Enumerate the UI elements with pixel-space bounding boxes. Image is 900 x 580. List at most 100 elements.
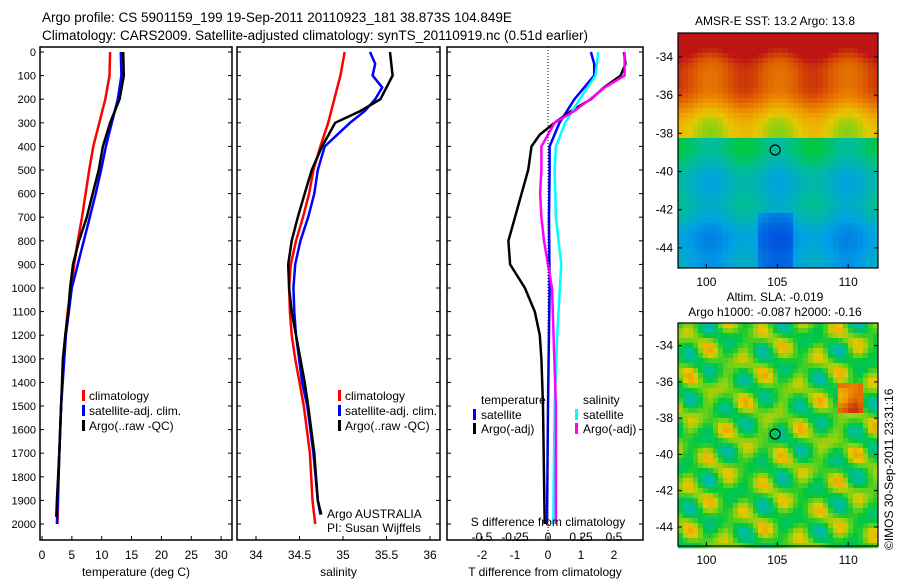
map-cell xyxy=(783,203,789,209)
map-cell xyxy=(753,428,759,434)
legend-swatch xyxy=(82,390,85,401)
map-cell xyxy=(828,388,834,394)
map-cell xyxy=(768,338,774,344)
map-cell xyxy=(798,333,804,339)
map-cell xyxy=(688,243,694,249)
map-cell xyxy=(843,168,849,174)
map-cell xyxy=(803,223,809,229)
map-cell xyxy=(768,453,774,459)
map-cell xyxy=(783,233,789,239)
map-cell xyxy=(773,168,779,174)
map-cell xyxy=(823,523,829,529)
map-cell xyxy=(843,73,849,79)
map-cell xyxy=(868,323,874,329)
map-cell xyxy=(703,138,709,144)
map-cell xyxy=(683,453,689,459)
map-cell xyxy=(783,518,789,524)
map-cell xyxy=(813,63,819,69)
map-cell xyxy=(708,373,714,379)
map-cell xyxy=(683,438,689,444)
map-cell xyxy=(718,353,724,359)
map-cell xyxy=(683,538,689,544)
map-cell xyxy=(858,103,864,109)
map-cell xyxy=(778,373,784,379)
map-cell xyxy=(833,338,839,344)
map-cell xyxy=(853,433,859,439)
map-cell xyxy=(818,398,824,404)
map-cell xyxy=(698,173,704,179)
map-cell xyxy=(723,473,729,479)
map-cell xyxy=(758,478,764,484)
map-cell xyxy=(703,248,709,254)
map-cell xyxy=(698,413,704,419)
map-cell xyxy=(853,403,859,409)
map-cell xyxy=(813,348,819,354)
map-cell xyxy=(773,368,779,374)
map-cell xyxy=(778,163,784,169)
map-cell xyxy=(688,343,694,349)
map-cell xyxy=(723,493,729,499)
map-cell xyxy=(753,208,759,214)
map-cell xyxy=(853,453,859,459)
map-cell xyxy=(838,78,844,84)
map-cell xyxy=(843,528,849,534)
map-cell xyxy=(868,143,874,149)
map-cell xyxy=(693,188,699,194)
map-cell xyxy=(808,158,814,164)
map-cell xyxy=(838,403,844,409)
map-cell xyxy=(793,368,799,374)
x-tick-label: 25 xyxy=(185,548,199,562)
map-cell xyxy=(798,508,804,514)
map-y-tick-label: -36 xyxy=(656,375,674,389)
map-cell xyxy=(778,458,784,464)
map-cell xyxy=(738,203,744,209)
map-cell xyxy=(853,193,859,199)
map-cell xyxy=(728,163,734,169)
map-cell xyxy=(863,128,869,134)
map-cell xyxy=(723,68,729,74)
map-cell xyxy=(823,108,829,114)
map-cell xyxy=(683,223,689,229)
map-cell xyxy=(763,263,769,269)
map-cell xyxy=(698,438,704,444)
map-cell xyxy=(743,168,749,174)
map-cell xyxy=(738,248,744,254)
legend-label: climatology xyxy=(345,389,405,403)
map-cell xyxy=(838,348,844,354)
map-cell xyxy=(838,233,844,239)
map-cell xyxy=(768,518,774,524)
map-cell xyxy=(808,368,814,374)
top-x-axis-label: S difference from climatology xyxy=(471,515,626,529)
map-cell xyxy=(728,223,734,229)
map-cell xyxy=(833,148,839,154)
map-cell xyxy=(853,473,859,479)
map-cell xyxy=(693,48,699,54)
map-cell xyxy=(828,178,834,184)
map-cell xyxy=(788,183,794,189)
map-cell xyxy=(813,483,819,489)
map-cell xyxy=(683,168,689,174)
map-cell xyxy=(763,38,769,44)
map-cell xyxy=(823,378,829,384)
map-cell xyxy=(688,393,694,399)
map-cell xyxy=(788,108,794,114)
map-cell xyxy=(823,368,829,374)
map-cell xyxy=(773,128,779,134)
map-cell xyxy=(773,108,779,114)
map-cell xyxy=(778,348,784,354)
map-cell xyxy=(678,373,684,379)
map-cell xyxy=(728,413,734,419)
map-cell xyxy=(853,343,859,349)
map-cell xyxy=(828,373,834,379)
map-cell xyxy=(743,473,749,479)
map-cell xyxy=(708,83,714,89)
map-cell xyxy=(743,238,749,244)
map-cell xyxy=(823,428,829,434)
map-cell xyxy=(833,438,839,444)
map-cell xyxy=(838,508,844,514)
map-cell xyxy=(848,148,854,154)
map-cell xyxy=(703,83,709,89)
map-cell xyxy=(743,418,749,424)
map-cell xyxy=(723,418,729,424)
